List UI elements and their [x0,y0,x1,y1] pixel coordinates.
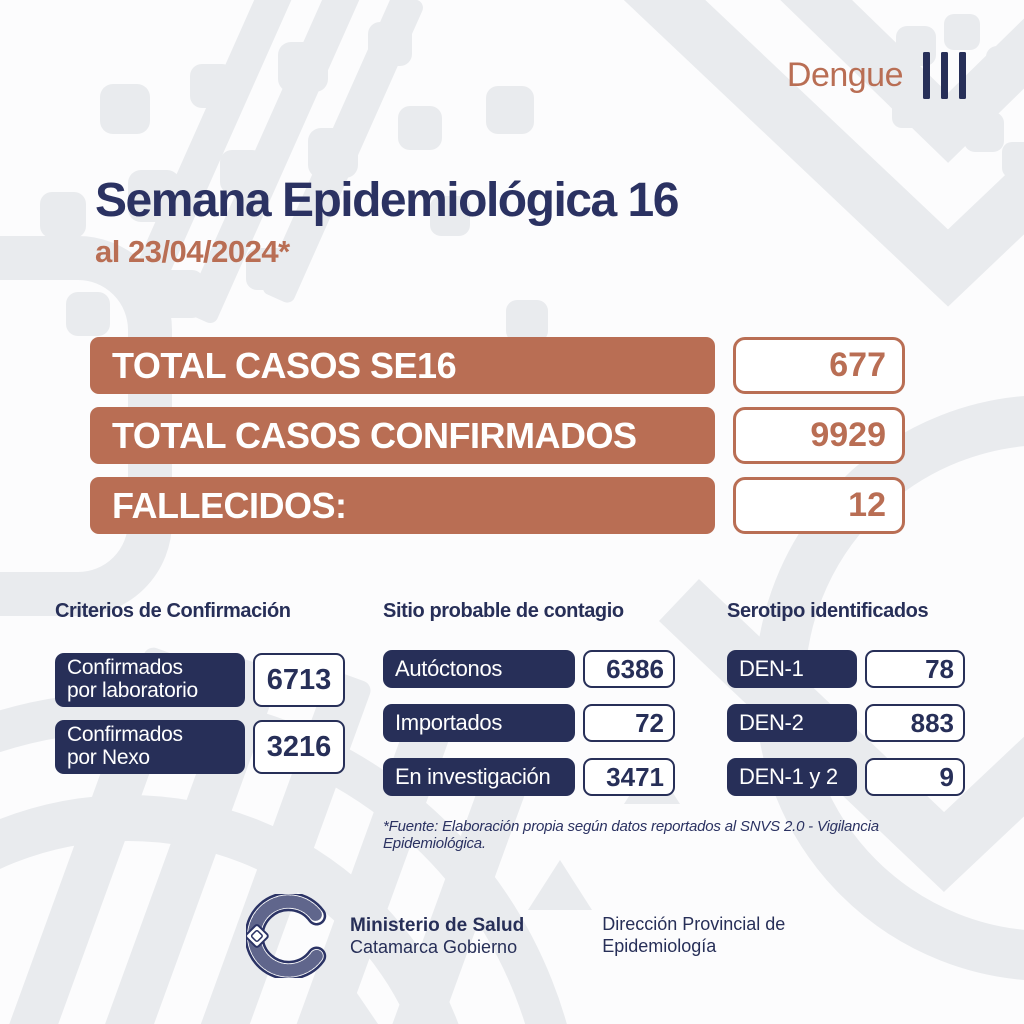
department-name: Dirección Provincial de Epidemiología [602,914,786,956]
row-label: En investigación [383,758,575,796]
source-footnote: *Fuente: Elaboración propia según datos … [383,818,879,852]
ministry-block: Ministerio de Salud Catamarca Gobierno [350,915,524,958]
data-row: En investigación 3471 [383,758,675,796]
data-row: DEN-1 y 2 9 [727,758,965,796]
totals-block: TOTAL CASOS SE16 677 TOTAL CASOS CONFIRM… [90,337,905,547]
section-criterios-confirmacion: Criterios de Confirmación Confirmados po… [55,600,345,787]
row-label-text: DEN-2 [739,710,804,736]
data-row: Importados 72 [383,704,675,742]
brand-label: Dengue [786,56,904,94]
row-label: DEN-1 [727,650,857,688]
row-label-text: Autóctonos [395,656,503,682]
total-row-se16: TOTAL CASOS SE16 677 [90,337,905,394]
total-value: 677 [733,337,905,394]
data-row: Autóctonos 6386 [383,650,675,688]
total-value: 9929 [733,407,905,464]
data-row: Confirmados por Nexo 3216 [55,720,345,774]
row-value: 6713 [253,653,345,707]
row-value: 3216 [253,720,345,774]
row-label: DEN-2 [727,704,857,742]
data-row: DEN-1 78 [727,650,965,688]
row-value: 883 [865,704,965,742]
row-label-text: DEN-1 [739,656,804,682]
total-value: 12 [733,477,905,534]
row-value: 72 [583,704,675,742]
row-label: Autóctonos [383,650,575,688]
total-row-fallecidos: FALLECIDOS: 12 [90,477,905,534]
ministry-subtitle: Catamarca Gobierno [350,936,518,957]
ministry-name: Ministerio de Salud [350,914,525,936]
total-label: FALLECIDOS: [90,477,715,534]
brand-block: Dengue [787,52,966,99]
footer: Ministerio de Salud Catamarca Gobierno D… [246,894,792,978]
total-label: TOTAL CASOS SE16 [90,337,715,394]
row-label-text: DEN-1 y 2 [739,764,838,790]
total-row-confirmados: TOTAL CASOS CONFIRMADOS 9929 [90,407,905,464]
row-label: Importados [383,704,575,742]
section-serotipos: Serotipo identificados DEN-1 78 DEN-2 88… [727,600,965,812]
section-title: Sitio probable de contagio [383,600,624,622]
row-label-text: Confirmados por laboratorio [67,656,198,702]
row-label: Confirmados por laboratorio [55,653,245,707]
row-value: 78 [865,650,965,688]
section-title: Criterios de Confirmación [55,600,291,622]
data-row: DEN-2 883 [727,704,965,742]
row-label: Confirmados por Nexo [55,720,245,774]
row-label: DEN-1 y 2 [727,758,857,796]
title-block: Semana Epidemiológica 16 al 23/04/2024* [95,174,679,270]
three-bars-icon [923,52,966,99]
catamarca-logo-icon [246,894,327,978]
section-title: Serotipo identificados [727,600,929,622]
section-sitio-contagio: Sitio probable de contagio Autóctonos 63… [383,600,675,812]
row-label-text: Importados [395,710,503,736]
row-label-text: En investigación [395,764,551,790]
row-label-text: Confirmados por Nexo [67,723,183,769]
data-row: Confirmados por laboratorio 6713 [55,653,345,707]
total-label: TOTAL CASOS CONFIRMADOS [90,407,715,464]
row-value: 3471 [583,758,675,796]
row-value: 6386 [583,650,675,688]
page-subtitle: al 23/04/2024* [95,234,290,270]
page-title: Semana Epidemiológica 16 [95,174,679,227]
row-value: 9 [865,758,965,796]
